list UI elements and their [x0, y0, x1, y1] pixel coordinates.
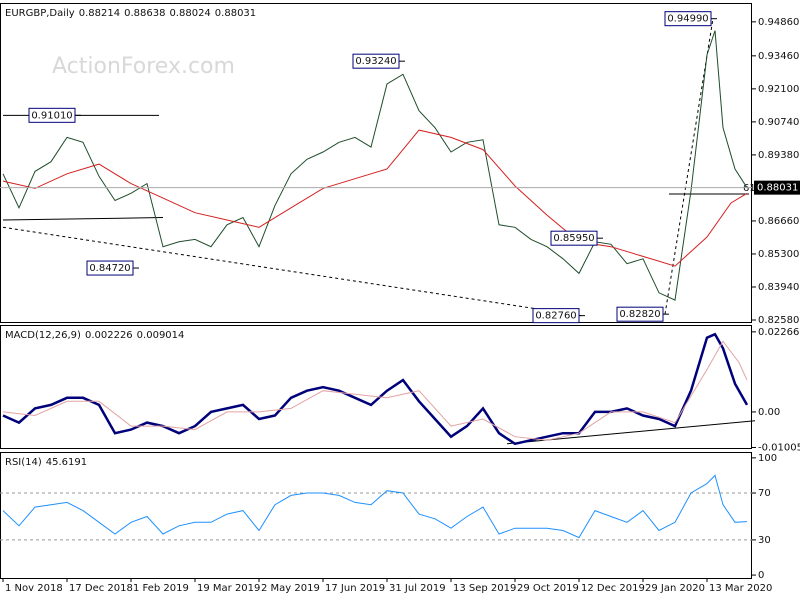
x-tick-label: 12 Dec 2019: [581, 583, 645, 594]
annotation-label: 0.91010: [31, 110, 72, 121]
reading: 0.88214: [79, 8, 120, 19]
y-tick-label: 0.83940: [758, 282, 799, 293]
y-tick-label: 0.90740: [758, 117, 799, 128]
reading: 0.009014: [137, 330, 185, 341]
y-tick-label: 0.86660: [758, 216, 799, 227]
y-tick-label: 30: [758, 535, 771, 546]
annotation-box: [28, 107, 76, 123]
y-tick-label: 0.00: [758, 407, 780, 418]
y-tick-label: 0.92100: [758, 84, 799, 95]
series-line: [2, 30, 748, 301]
series-line: [2, 129, 748, 267]
panel-header: RSI(14) 45.6191: [5, 457, 87, 468]
y-tick-label: 0.85300: [758, 249, 799, 260]
x-tick-label: 31 Jul 2019: [389, 583, 446, 594]
panel-frame: [0, 3, 752, 323]
series-line: [2, 332, 749, 446]
panel-frame: [0, 452, 752, 579]
reading: 0.88024: [169, 8, 210, 19]
panel-frame: [0, 325, 752, 449]
series-line: [2, 340, 748, 441]
x-tick-label: 13 Sep 2019: [453, 583, 516, 594]
watermark: ActionForex.com: [52, 54, 235, 79]
indicator-title: MACD(12,26,9): [5, 330, 81, 341]
y-tick-label: 0.89380: [758, 150, 799, 161]
annotation-box: [532, 308, 580, 324]
last-price-label: 0.88031: [757, 183, 798, 194]
last-price-tag: [754, 180, 800, 195]
panel-header: MACD(12,26,9) 0.002226 0.009014: [5, 330, 184, 341]
annotation-box: [352, 53, 400, 69]
annotation-box: [86, 260, 134, 276]
annotation-box: [550, 230, 598, 246]
annotation-label: 0.94990: [667, 14, 708, 25]
reading: 0.002226: [85, 330, 133, 341]
y-tick-label: -0.010052: [758, 442, 800, 453]
reading: 0.88638: [124, 8, 165, 19]
y-tick-label: 0.82580: [758, 315, 799, 326]
annotation-label: 0.85950: [553, 233, 594, 244]
x-tick-label: 17 Dec 2018: [69, 583, 133, 594]
x-tick-label: 29 Oct 2019: [517, 583, 579, 594]
annotation-label: 0.82820: [619, 309, 660, 320]
x-tick-label: 1 Nov 2018: [5, 583, 63, 594]
x-tick-label: 1 Feb 2019: [133, 583, 189, 594]
trend-line: [2, 217, 164, 221]
reading: 45.6191: [46, 457, 87, 468]
indicator-title: EURGBP,Daily: [5, 8, 75, 19]
annotation-label: 0.93240: [355, 56, 396, 67]
annotation-box: [616, 306, 664, 322]
x-tick-label: 17 Jun 2019: [325, 583, 385, 594]
annotation-label: 0.84720: [89, 263, 130, 274]
panel-header: EURGBP,Daily 0.88214 0.88638 0.88024 0.88031: [5, 8, 256, 19]
y-tick-label: 0: [758, 570, 764, 581]
y-tick-label: 0.022662: [758, 327, 800, 338]
x-tick-label: 29 Jan 2020: [645, 583, 705, 594]
y-tick-label: 70: [758, 488, 771, 499]
indicator-title: RSI(14): [5, 457, 42, 468]
x-tick-label: 2 May 2019: [261, 583, 320, 594]
y-tick-label: 100: [758, 453, 777, 464]
y-tick-label: 0.93460: [758, 51, 799, 62]
annotation-label: 0.82760: [535, 311, 576, 322]
x-tick-label: 19 Mar 2019: [197, 583, 260, 594]
series-line: [2, 474, 748, 539]
trend-line: [2, 226, 582, 317]
annotation-box: [664, 11, 712, 27]
reading: 0.88031: [215, 8, 256, 19]
trend-line: [664, 18, 714, 315]
x-tick-label: 13 Mar 2020: [709, 583, 772, 594]
y-tick-label: 0.94860: [758, 17, 799, 28]
